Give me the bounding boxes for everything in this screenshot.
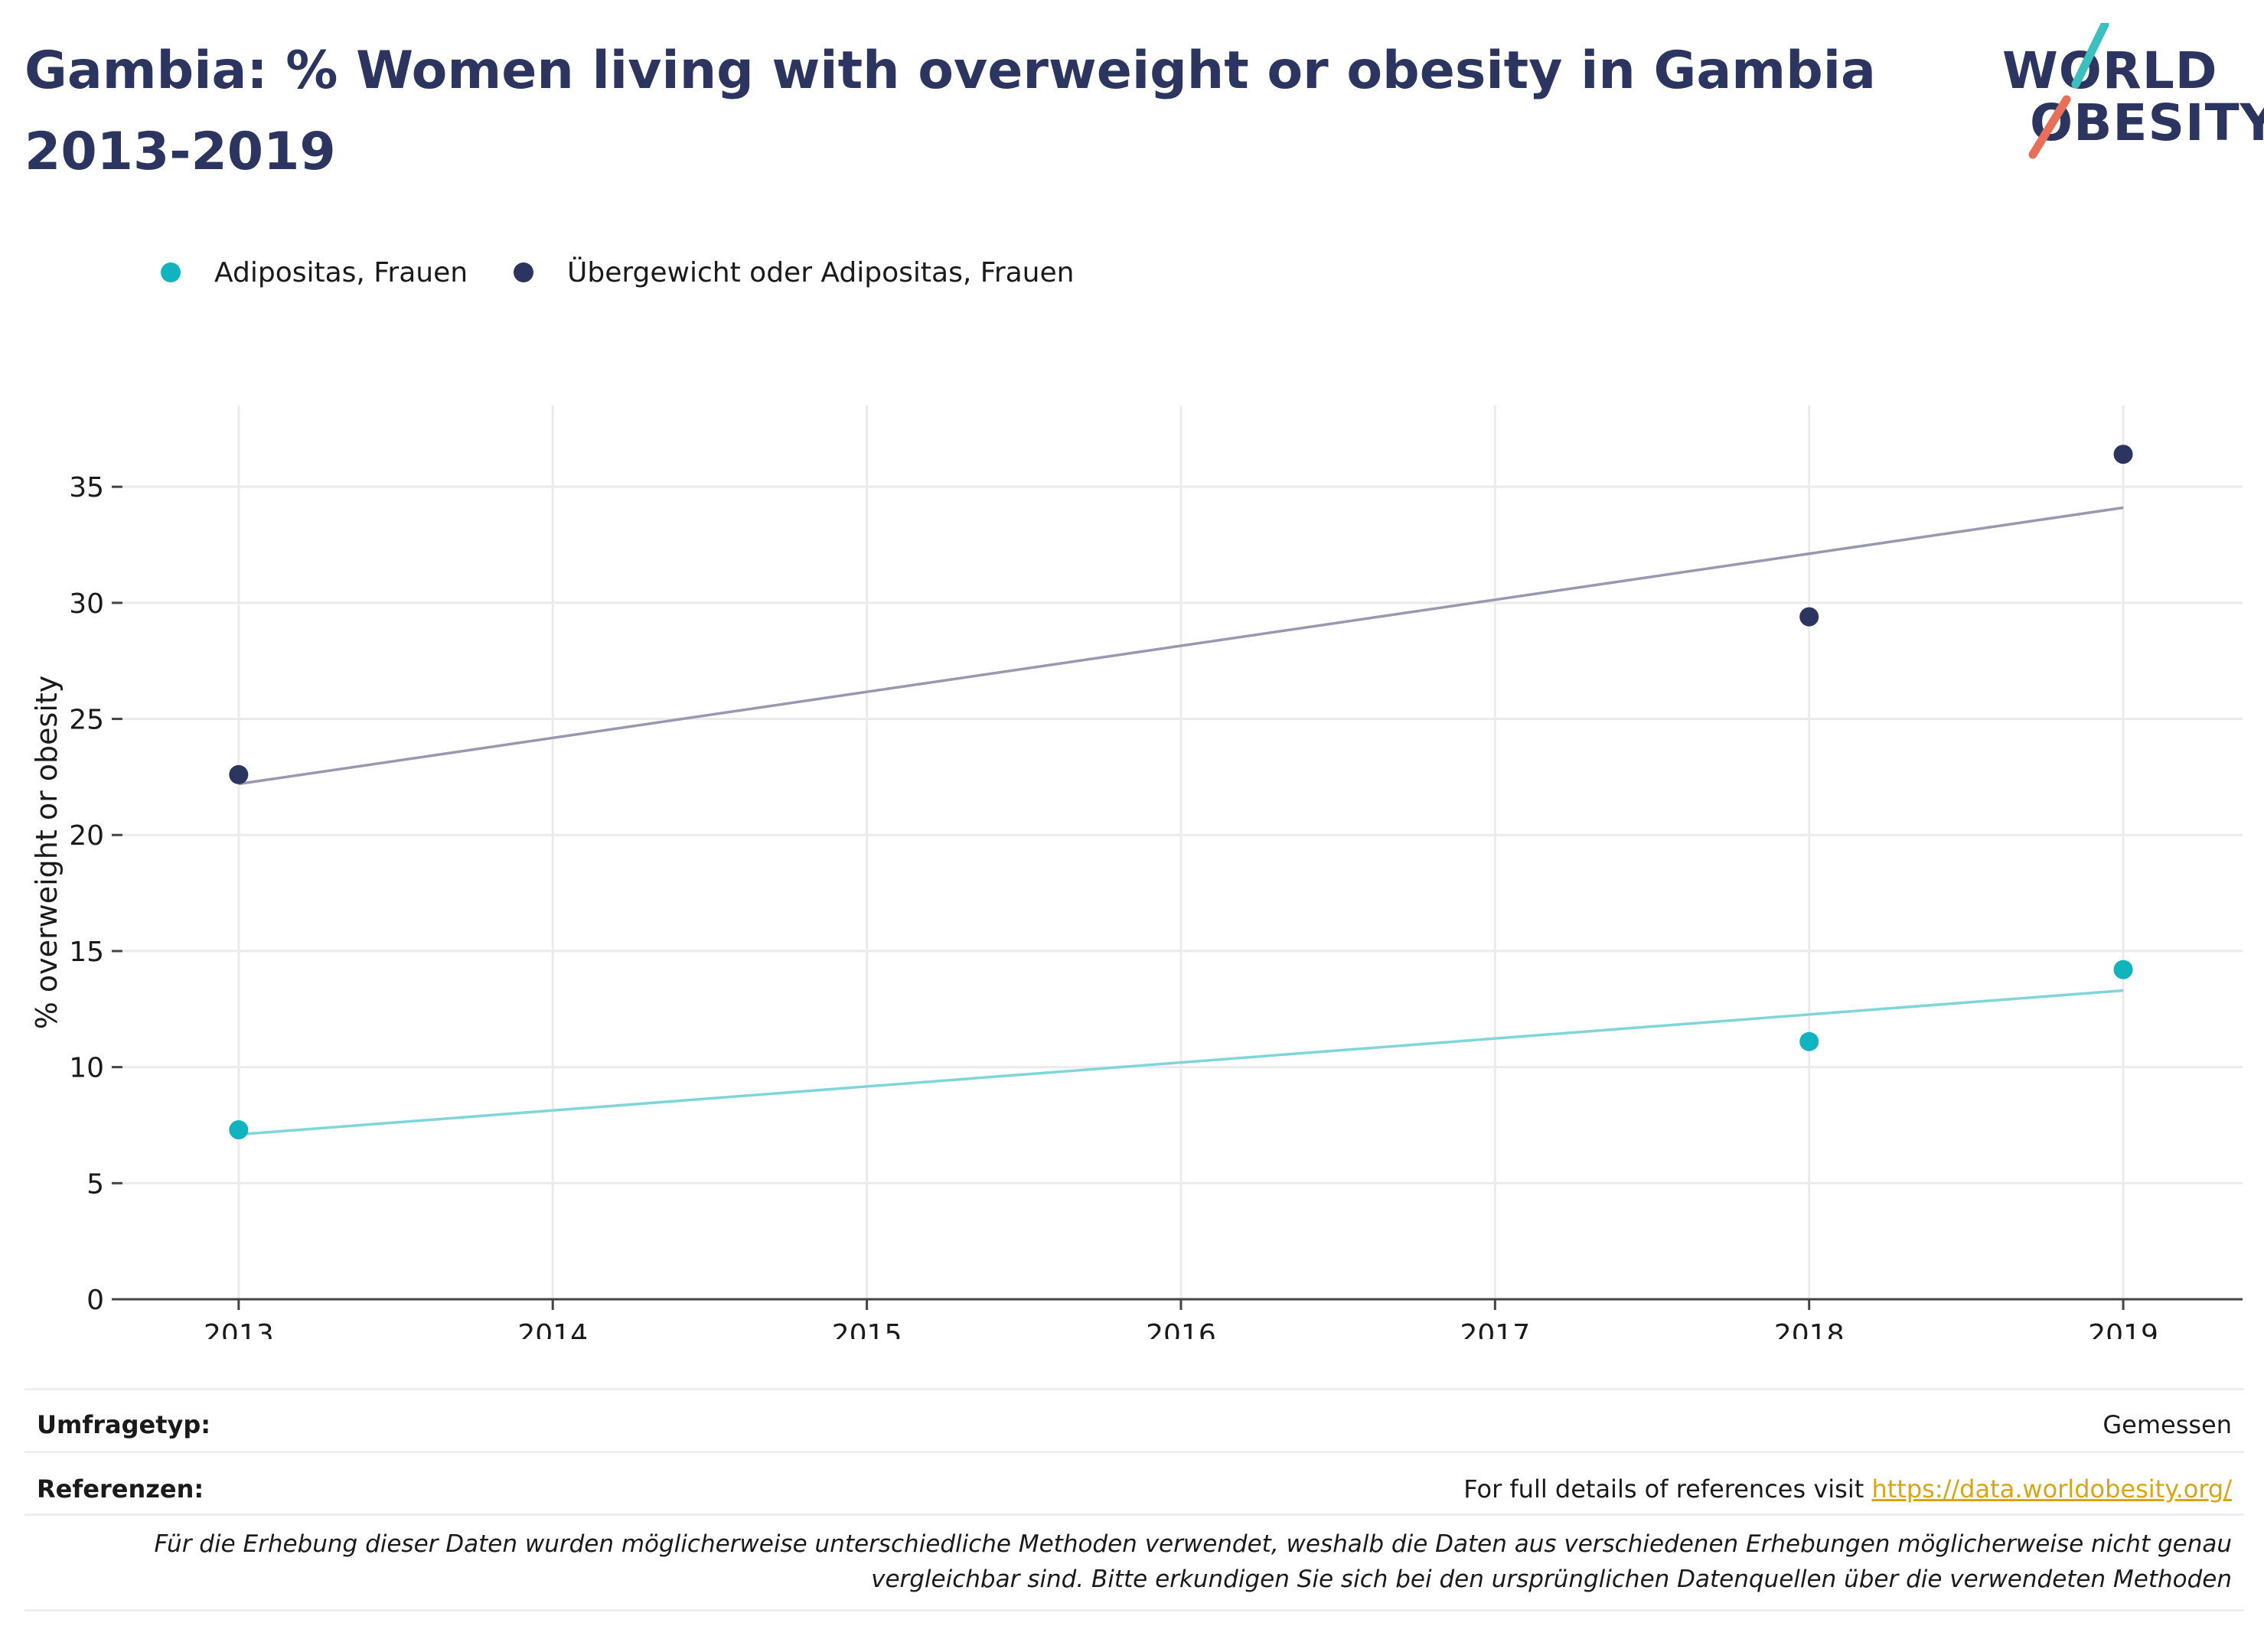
x-tick-label-2016: 2016 <box>1146 1319 1216 1339</box>
data-point-series-0-2019 <box>2113 960 2133 979</box>
legend-item-uebergewicht[interactable]: Übergewicht oder Adipositas, Frauen <box>514 257 1074 288</box>
legend-label-uebergewicht: Übergewicht oder Adipositas, Frauen <box>567 256 1075 288</box>
legend-marker-adipositas <box>161 262 181 282</box>
x-tick-label-2019: 2019 <box>2088 1319 2158 1339</box>
y-tick-label-10: 10 <box>69 1053 104 1084</box>
references-text: For full details of references visit <box>1463 1474 1872 1504</box>
x-tick-label-2017: 2017 <box>1460 1319 1531 1339</box>
survey-type-label: Umfragetyp: <box>37 1410 211 1439</box>
references-value: For full details of references visit htt… <box>1463 1474 2232 1504</box>
legend-item-adipositas[interactable]: Adipositas, Frauen <box>161 257 468 288</box>
footer-survey-row: Umfragetyp: Gemessen <box>24 1388 2244 1453</box>
y-tick-label-5: 5 <box>86 1168 104 1200</box>
chart-legend: Adipositas, Frauen Übergewicht oder Adip… <box>161 251 1120 294</box>
y-axis-label: % overweight or obesity <box>30 676 64 1030</box>
logo-text-world: WORLD <box>2002 41 2218 100</box>
y-tick-label-15: 15 <box>69 937 104 968</box>
y-tick-label-25: 25 <box>69 705 104 736</box>
methodology-disclaimer: Für die Erhebung dieser Daten wurden mög… <box>43 1527 2232 1597</box>
legend-label-adipositas: Adipositas, Frauen <box>214 256 468 288</box>
data-point-series-1-2018 <box>1799 607 1819 627</box>
chart-title: Gambia: % Women living with overweight o… <box>24 41 1876 182</box>
trendline-series-0 <box>238 989 2124 1136</box>
trendline-series-1 <box>238 506 2124 786</box>
y-tick-label-35: 35 <box>69 472 104 503</box>
disclaimer-line-1: Für die Erhebung dieser Daten wurden mög… <box>154 1530 2232 1558</box>
logo-text-obesity: OBESITY <box>2030 93 2264 152</box>
disclaimer-line-2: vergleichbar sind. Bitte erkundigen Sie … <box>871 1566 2232 1593</box>
y-tick-label-0: 0 <box>86 1285 104 1316</box>
references-link[interactable]: https://data.worldobesity.org/ <box>1871 1474 2232 1504</box>
logo-slash-icon <box>2028 23 2109 159</box>
data-point-series-0-2018 <box>1799 1031 1819 1051</box>
footer-references-row: Referenzen: For full details of referenc… <box>24 1451 2244 1516</box>
data-point-series-0-2013 <box>229 1120 249 1140</box>
data-point-series-1-2013 <box>229 764 249 784</box>
data-point-series-1-2019 <box>2113 445 2133 464</box>
x-tick-label-2018: 2018 <box>1774 1319 1845 1339</box>
x-tick-label-2015: 2015 <box>832 1319 902 1339</box>
footer-disclaimer-row: Für die Erhebung dieser Daten wurden mög… <box>24 1514 2244 1611</box>
scatter-chart: 0 5 10 15 20 25 30 35 2013 2014 2015 2016 2017 2018 20… <box>30 406 2243 1339</box>
survey-type-value: Gemessen <box>2103 1410 2232 1439</box>
y-tick-label-20: 20 <box>69 820 104 852</box>
legend-marker-uebergewicht <box>514 262 534 282</box>
x-tick-label-2013: 2013 <box>204 1319 274 1339</box>
references-label: Referenzen: <box>37 1474 204 1504</box>
y-tick-label-30: 30 <box>69 588 104 620</box>
x-tick-label-2014: 2014 <box>517 1319 588 1339</box>
world-obesity-logo[interactable]: WORLD OBESITY <box>1990 23 2264 161</box>
